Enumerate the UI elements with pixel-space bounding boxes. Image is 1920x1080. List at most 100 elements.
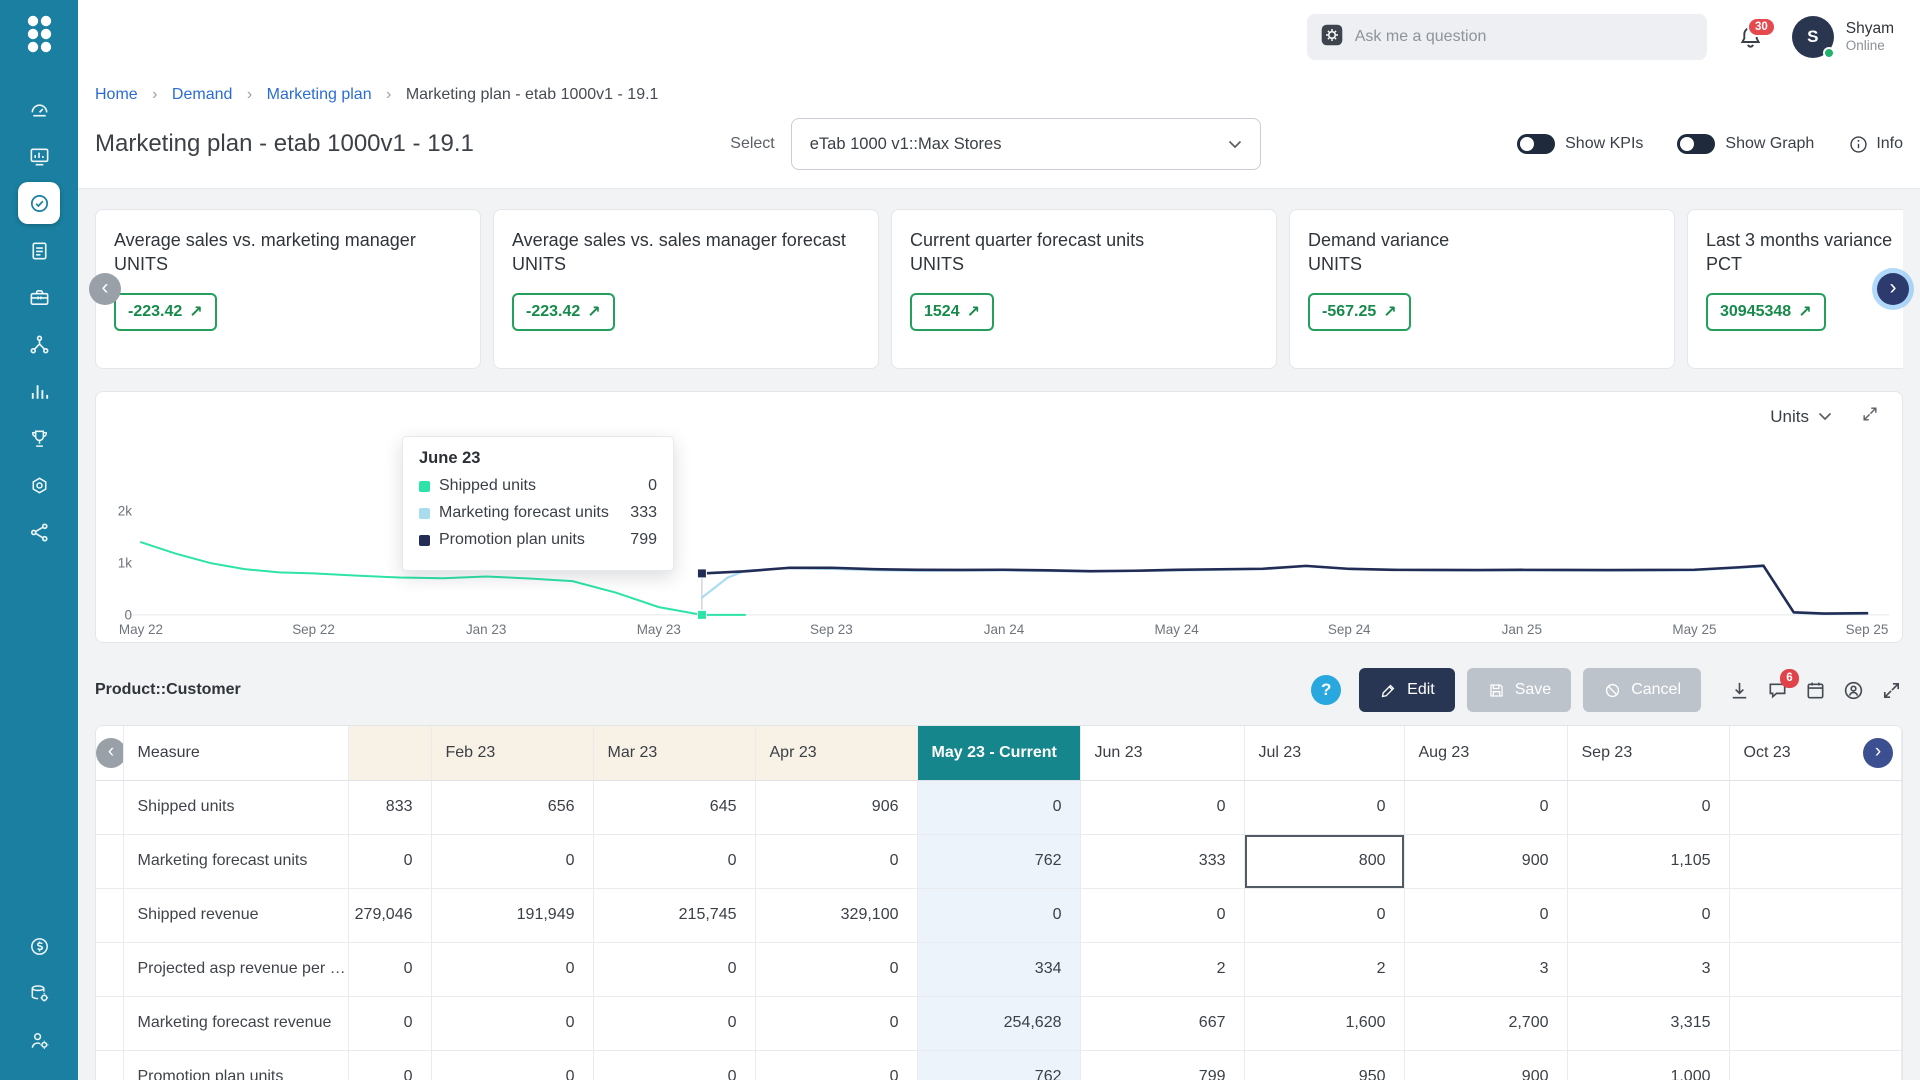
value-cell[interactable]: 0 <box>755 834 918 889</box>
help-button[interactable]: ? <box>1311 675 1342 705</box>
o9-logo[interactable] <box>21 14 57 63</box>
value-cell[interactable]: 0 <box>348 996 432 1051</box>
calendar-icon[interactable] <box>1804 679 1827 702</box>
value-cell[interactable]: 0 <box>755 1050 918 1080</box>
planning-icon[interactable] <box>18 182 60 224</box>
ai-icon[interactable] <box>18 464 60 506</box>
search-input[interactable] <box>1354 28 1695 46</box>
show-kpis-toggle[interactable] <box>1517 134 1556 154</box>
value-cell[interactable]: 0 <box>348 1050 432 1080</box>
value-cell[interactable] <box>1729 942 1902 997</box>
kpi-value-badge[interactable]: 1524 ↗ <box>910 293 994 331</box>
kpi-value-badge[interactable]: -567.25 ↗ <box>1308 293 1411 331</box>
value-cell[interactable]: 0 <box>593 1050 756 1080</box>
value-cell[interactable]: 0 <box>755 942 918 997</box>
cancel-button[interactable]: Cancel <box>1583 668 1701 712</box>
plan-select-dropdown[interactable]: eTab 1000 v1::Max Stores <box>790 118 1261 170</box>
breadcrumb-marketing-plan[interactable]: Marketing plan <box>266 86 372 103</box>
value-cell[interactable]: 906 <box>755 780 918 835</box>
edit-button[interactable]: Edit <box>1359 668 1455 712</box>
user-activity-icon[interactable] <box>1842 679 1865 702</box>
value-cell[interactable]: 0 <box>1080 780 1245 835</box>
breadcrumb-home[interactable]: Home <box>95 86 138 103</box>
value-cell[interactable]: 1,600 <box>1244 996 1405 1051</box>
kpi-scroll-left-button[interactable]: ‹ <box>89 273 121 305</box>
value-cell[interactable]: 0 <box>917 780 1081 835</box>
value-cell[interactable] <box>1729 834 1902 889</box>
toolbox-icon[interactable] <box>18 276 60 318</box>
value-cell[interactable]: 0 <box>1244 780 1405 835</box>
value-cell[interactable]: 3 <box>1567 942 1730 997</box>
data-management-icon[interactable] <box>18 972 60 1014</box>
breadcrumb-demand[interactable]: Demand <box>171 86 233 103</box>
grid-scroll-right-button[interactable]: › <box>1863 737 1893 768</box>
value-cell[interactable]: 0 <box>1404 780 1568 835</box>
chart-measure-select[interactable]: Units <box>1770 407 1832 427</box>
value-cell[interactable]: 833 <box>348 780 432 835</box>
value-cell[interactable]: 254,628 <box>917 996 1081 1051</box>
value-cell[interactable]: 334 <box>917 942 1081 997</box>
value-cell[interactable]: 0 <box>593 942 756 997</box>
currency-icon[interactable] <box>18 925 60 967</box>
value-cell[interactable]: 3 <box>1404 942 1568 997</box>
value-cell[interactable]: 762 <box>917 1050 1081 1080</box>
value-cell[interactable]: 0 <box>1404 888 1568 943</box>
kpi-value-badge[interactable]: 30945348 ↗ <box>1706 293 1826 331</box>
tasks-icon[interactable] <box>18 229 60 271</box>
value-cell[interactable]: 656 <box>431 780 594 835</box>
value-cell[interactable]: 0 <box>917 888 1081 943</box>
download-icon[interactable] <box>1728 679 1751 702</box>
kpi-scroll-right-button[interactable]: › <box>1877 273 1909 305</box>
value-cell[interactable]: 0 <box>593 996 756 1051</box>
dashboard-icon[interactable] <box>18 88 60 130</box>
value-cell[interactable]: 667 <box>1080 996 1245 1051</box>
value-cell[interactable]: 0 <box>348 834 432 889</box>
value-cell[interactable]: 950 <box>1244 1050 1405 1080</box>
value-cell[interactable]: 2 <box>1080 942 1245 997</box>
awards-icon[interactable] <box>18 417 60 459</box>
value-cell[interactable]: 900 <box>1404 834 1568 889</box>
chart-expand-icon[interactable] <box>1860 404 1880 429</box>
value-cell[interactable]: 279,046 <box>348 888 432 943</box>
save-button[interactable]: Save <box>1466 668 1572 712</box>
value-cell[interactable]: 1,105 <box>1567 834 1730 889</box>
kpi-value-badge[interactable]: -223.42 ↗ <box>512 293 615 331</box>
value-cell[interactable]: 1,000 <box>1567 1050 1730 1080</box>
share-icon[interactable] <box>18 511 60 553</box>
value-cell[interactable]: 0 <box>431 996 594 1051</box>
value-cell[interactable] <box>1729 1050 1902 1080</box>
kpi-value-badge[interactable]: -223.42 ↗ <box>114 293 217 331</box>
value-cell[interactable]: 0 <box>431 834 594 889</box>
value-cell[interactable]: 762 <box>917 834 1081 889</box>
value-cell[interactable]: 799 <box>1080 1050 1245 1080</box>
value-cell[interactable]: 329,100 <box>755 888 918 943</box>
value-cell[interactable]: 0 <box>431 1050 594 1080</box>
value-cell[interactable]: 3,315 <box>1567 996 1730 1051</box>
value-cell[interactable]: 215,745 <box>593 888 756 943</box>
value-cell[interactable]: 0 <box>1567 888 1730 943</box>
value-cell[interactable]: 0 <box>348 942 432 997</box>
value-cell[interactable]: 800 <box>1244 834 1405 889</box>
bar-chart-icon[interactable] <box>18 370 60 412</box>
value-cell[interactable]: 2 <box>1244 942 1405 997</box>
value-cell[interactable]: 0 <box>431 942 594 997</box>
value-cell[interactable]: 0 <box>1244 888 1405 943</box>
value-cell[interactable]: 0 <box>593 834 756 889</box>
show-graph-toggle[interactable] <box>1677 134 1716 154</box>
value-cell[interactable]: 0 <box>755 996 918 1051</box>
value-cell[interactable]: 900 <box>1404 1050 1568 1080</box>
avatar[interactable]: S <box>1791 16 1835 59</box>
value-cell[interactable] <box>1729 780 1902 835</box>
value-cell[interactable]: 0 <box>1080 888 1245 943</box>
value-cell[interactable]: 333 <box>1080 834 1245 889</box>
value-cell[interactable] <box>1729 996 1902 1051</box>
user-admin-icon[interactable] <box>18 1019 60 1061</box>
comments-icon[interactable]: 6 <box>1766 668 1799 702</box>
value-cell[interactable]: 645 <box>593 780 756 835</box>
value-cell[interactable]: 0 <box>1567 780 1730 835</box>
analytics-icon[interactable] <box>18 135 60 177</box>
value-cell[interactable]: 2,700 <box>1404 996 1568 1051</box>
info-button[interactable]: Info <box>1848 134 1903 155</box>
grid-expand-icon[interactable] <box>1880 679 1903 702</box>
value-cell[interactable]: 191,949 <box>431 888 594 943</box>
